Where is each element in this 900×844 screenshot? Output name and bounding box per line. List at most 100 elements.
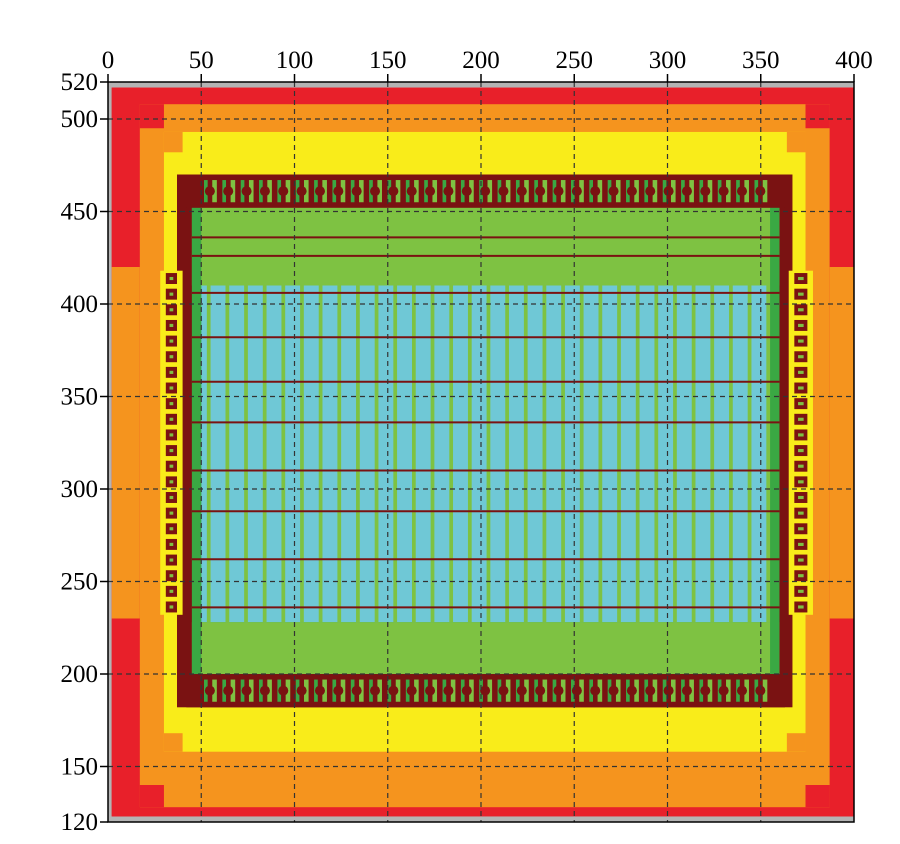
x-tick-label: 150 [369,47,407,74]
column-cell-core [169,574,174,578]
column-cell-core [169,276,174,281]
corner-step [786,131,806,153]
cell-dot [278,186,289,197]
column-cell-core [798,527,804,531]
column-cell-core [169,542,174,546]
column-cell-core [798,449,804,453]
core-stripe [430,285,435,623]
column-cell-core [798,402,804,406]
core-stripe [523,285,528,623]
core-stripe [300,285,304,623]
cell-dot [571,186,582,197]
column-cell-core [798,386,804,390]
x-tick-label: 400 [835,47,873,74]
column-cell-core [169,605,174,609]
cell-dot [333,186,344,197]
cell-dot [351,186,362,197]
core-stripe [449,285,454,623]
core-stripe [691,285,696,623]
cell-dot [370,186,381,197]
column-cell-core [169,355,174,359]
corner-step [139,104,164,129]
column-cell-core [169,449,174,453]
grid-lines [108,82,854,822]
corner-step [111,618,140,817]
core-stripe [206,285,211,623]
cell-dot [223,685,234,696]
cell-dot [718,186,729,197]
corner-step [139,785,164,808]
cell-dot [259,685,270,696]
core-stripe [542,285,547,623]
cell-dot [553,186,564,197]
side-band-right [829,267,854,619]
cell-dot [571,685,582,696]
cell-dot [480,685,491,696]
column-cell-core [169,370,174,374]
column-cell-core [798,323,804,328]
column-cell-core [798,464,804,468]
core-stripe [766,285,771,623]
core-stripe [318,285,323,623]
column-cell-core [169,480,174,484]
column-cell-core [798,339,804,343]
cell-dot [681,186,692,197]
column-cell-core [798,417,804,421]
y-tick-label: 200 [61,661,99,688]
cell-dot [700,685,711,696]
band-right [770,193,780,699]
column-cell-core [798,542,804,546]
column-cell-core [798,480,804,484]
cell-dot [755,685,766,696]
column-cell-core [798,495,804,500]
corner-step [163,131,183,153]
y-tick-label: 400 [61,291,99,318]
core-stripe [467,285,472,623]
cell-dot [406,186,417,197]
cell-dot [608,685,619,696]
y-tick-label: 150 [61,754,99,781]
x-tick-label: 350 [742,47,780,74]
cell-dot [461,685,472,696]
core-stripe [635,285,640,623]
column-cell-core [169,386,174,390]
cell-dot [516,685,527,696]
column-cell-core [169,495,174,500]
column-cell-core [169,589,174,593]
column-cell-core [169,402,174,406]
cell-dot [663,186,674,197]
cell-dot [443,685,454,696]
column-cell-core [798,605,804,609]
cell-dot [553,685,564,696]
axes: 0 50 100 150 200 250 300 350 400 120 150 200 250 300 3… [61,47,873,836]
corner-step [163,733,183,752]
cell-dot [351,685,362,696]
column-cell-core [169,558,174,562]
core-stripe [729,285,733,623]
cell-dot [590,186,601,197]
cell-dot [223,186,234,197]
column-cell-core [169,417,174,421]
cell-dot [737,186,748,197]
column-cell-core [798,355,804,359]
cell-dot [333,685,344,696]
column-cell-core [798,574,804,578]
corner-step [805,104,830,129]
cell-dot [480,186,491,197]
cell-dot [700,186,711,197]
cell-dot [626,186,637,197]
column-cell-core [798,558,804,562]
column-cell-core [798,370,804,374]
core-stripe [337,285,342,623]
cell-dot [516,186,527,197]
cell-dot [278,685,289,696]
x-tick-label: 100 [276,47,314,74]
cell-dot [241,685,252,696]
cell-dot [498,685,509,696]
cell-dot [370,685,381,696]
core-stripe [673,285,677,623]
core-stripe [710,285,715,623]
core-stripe [505,285,509,623]
cell-dot [626,685,637,696]
